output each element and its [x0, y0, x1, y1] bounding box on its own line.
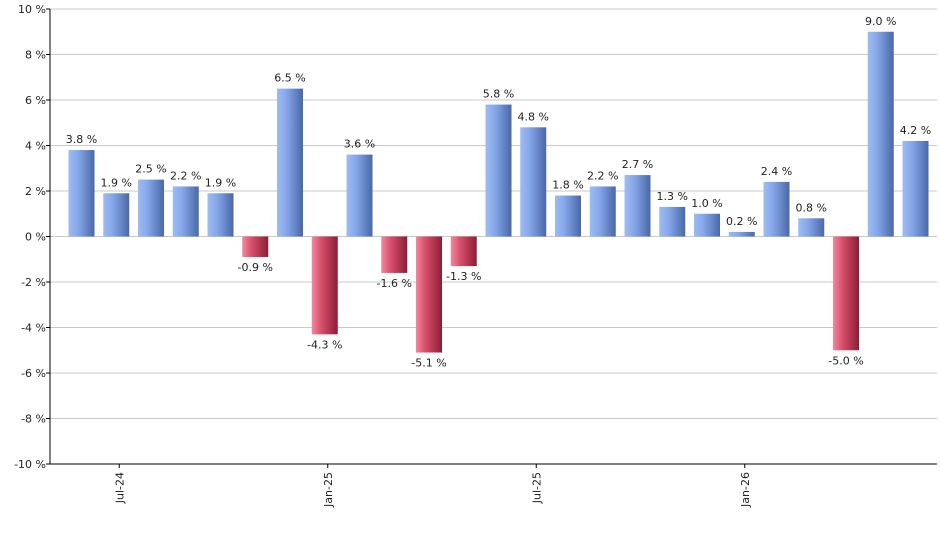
bar-value-label: -1.6 % — [377, 277, 412, 290]
y-tick-label: -4 % — [21, 322, 46, 335]
y-tick-label: 2 % — [25, 185, 46, 198]
bar-value-label: 3.6 % — [344, 138, 375, 151]
bar — [138, 179, 164, 237]
bar-value-label: 6.5 % — [274, 72, 305, 85]
bar-value-label: 2.5 % — [135, 163, 166, 176]
bar — [207, 193, 234, 237]
bar-value-label: -5.1 % — [411, 357, 446, 370]
bar — [277, 88, 303, 237]
y-tick-label: 0 % — [25, 231, 46, 244]
bar — [416, 236, 442, 353]
y-tick-label: -8 % — [21, 413, 46, 426]
y-tick-label: -2 % — [21, 276, 46, 289]
bar-value-label: 0.8 % — [796, 201, 827, 214]
bar-value-label: 2.4 % — [761, 165, 792, 178]
axes — [49, 9, 937, 465]
data-labels: 3.8 %1.9 %2.5 %2.2 %1.9 %-0.9 %6.5 %-4.3… — [66, 15, 931, 370]
y-tick-label: 10 % — [18, 3, 46, 16]
bar-value-label: 1.0 % — [691, 197, 722, 210]
x-tick-label: Jul-25 — [530, 472, 543, 504]
bar — [450, 236, 477, 267]
bar-value-label: 4.8 % — [518, 110, 549, 123]
bar — [589, 186, 616, 237]
bar-value-label: 4.2 % — [900, 124, 931, 137]
bar-value-label: 1.9 % — [205, 176, 236, 189]
bar — [694, 213, 720, 237]
bar — [242, 236, 269, 257]
y-tick-label: -10 % — [14, 458, 46, 471]
bar-value-label: 3.8 % — [66, 133, 97, 146]
bar — [346, 154, 373, 237]
bar-value-label: 1.8 % — [552, 179, 583, 192]
x-tick-label: Jan-25 — [322, 472, 335, 508]
bar — [833, 236, 859, 351]
x-tick-label: Jan-26 — [739, 472, 752, 508]
x-axis-tick-labels: Jul-24 Jan-25 Jul-25 Jan-26 — [113, 464, 752, 508]
bar — [659, 206, 686, 237]
y-tick-label: -6 % — [21, 367, 46, 380]
bar-value-label: -1.3 % — [446, 270, 481, 283]
bar-value-label: 0.2 % — [726, 215, 757, 228]
x-tick-label: Jul-24 — [113, 472, 126, 504]
bar-value-label: 5.8 % — [483, 88, 514, 101]
bar — [798, 218, 825, 237]
y-axis-tick-labels: 10 % 8 % 6 % 4 % 2 % 0 % -2 % -4 % -6 % -8 % -10 % — [14, 3, 46, 471]
bar — [902, 140, 929, 237]
bars — [68, 31, 929, 353]
bar — [728, 231, 755, 237]
bar — [624, 175, 651, 237]
bar — [381, 236, 408, 273]
bar — [485, 104, 512, 237]
y-tick-label: 4 % — [25, 140, 46, 153]
bar — [520, 127, 547, 237]
y-tick-label: 6 % — [25, 94, 46, 107]
bar — [555, 195, 581, 237]
bar-value-label: 1.9 % — [101, 176, 132, 189]
bar-value-label: 2.7 % — [622, 158, 653, 171]
bar-value-label: 9.0 % — [865, 15, 896, 28]
bar-value-label: -4.3 % — [307, 338, 342, 351]
bar — [172, 186, 199, 237]
bar — [311, 236, 338, 335]
y-tick-label: 8 % — [25, 49, 46, 62]
bar — [103, 193, 130, 237]
bar-value-label: -5.0 % — [828, 354, 863, 367]
bar-value-label: -0.9 % — [238, 261, 273, 274]
bar — [763, 181, 790, 237]
bar-value-label: 2.2 % — [587, 169, 618, 182]
bar-value-label: 1.3 % — [657, 190, 688, 203]
bar — [867, 31, 894, 237]
bar-value-label: 2.2 % — [170, 169, 201, 182]
bar — [68, 150, 95, 237]
